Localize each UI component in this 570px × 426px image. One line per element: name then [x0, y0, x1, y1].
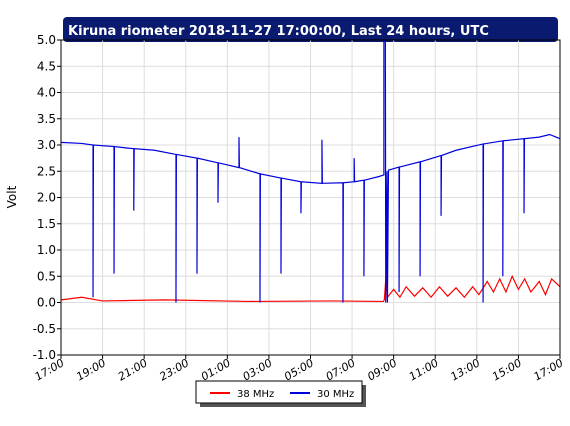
- chart-title: Kiruna riometer 2018-11-27 17:00:00, Las…: [68, 24, 489, 39]
- y-tick-label: 1.0: [37, 243, 56, 257]
- x-tick-label: 17:00: [532, 356, 566, 383]
- x-tick-label: 01:00: [199, 356, 233, 383]
- x-tick-label: 11:00: [407, 356, 441, 383]
- y-tick-label: 2.0: [37, 191, 56, 205]
- x-tick-label: 13:00: [448, 356, 482, 383]
- legend-label: 30 MHz: [317, 389, 354, 400]
- y-tick-label: -1.0: [33, 348, 56, 362]
- y-tick-label: 3.0: [37, 138, 56, 152]
- plot-frame: [60, 39, 561, 356]
- x-tick-label: 03:00: [240, 356, 274, 383]
- y-tick-label: 0.5: [37, 269, 56, 283]
- title-bar: [63, 17, 558, 42]
- x-tick-label: 07:00: [324, 356, 358, 383]
- y-tick-label: -0.5: [33, 322, 56, 336]
- x-tick-label: 15:00: [490, 356, 524, 383]
- x-tick-label: 05:00: [282, 356, 316, 383]
- legend: 38 MHz 30 MHz: [195, 380, 366, 407]
- series-line: [61, 40, 560, 303]
- y-tick-label: 3.5: [37, 112, 56, 126]
- x-tick-label: 09:00: [365, 356, 399, 383]
- x-tick-label: 19:00: [74, 356, 108, 383]
- y-axis-label: Volt: [5, 185, 19, 208]
- y-tick-label: 1.5: [37, 217, 56, 231]
- y-tick-label: 2.5: [37, 164, 56, 178]
- y-tick-label: 4.5: [37, 59, 56, 73]
- y-tick-label: 5.0: [37, 33, 56, 47]
- y-tick-label: 4.0: [37, 86, 56, 100]
- legend-label: 38 MHz: [237, 389, 274, 400]
- x-tick-label: 21:00: [116, 356, 150, 383]
- x-tick-label: 23:00: [157, 356, 191, 383]
- series-line: [61, 270, 560, 303]
- y-tick-label: 0.0: [37, 296, 56, 310]
